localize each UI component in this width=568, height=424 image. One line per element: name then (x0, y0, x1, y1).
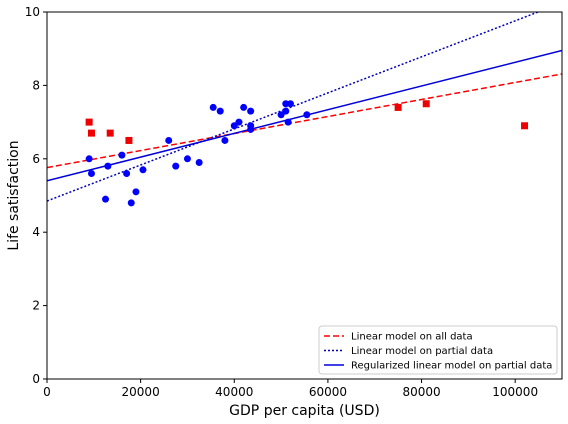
circle-point (195, 158, 203, 166)
circle-point (284, 118, 292, 126)
x-tick-label: 0 (43, 385, 51, 399)
circle-point (183, 155, 191, 163)
circle-point (221, 136, 229, 144)
circle-point (104, 162, 112, 170)
circle-point (216, 107, 224, 115)
x-tick-label: 80000 (402, 385, 440, 399)
fit-line-1 (47, 73, 562, 169)
x-tick-label: 100000 (492, 385, 538, 399)
circle-point (286, 100, 294, 108)
x-axis-ticks: 0 20000 40000 60000 80000 100000 (43, 379, 538, 399)
x-axis-label: GDP per capita (USD) (229, 403, 380, 419)
square-point (106, 129, 114, 137)
circle-point (240, 103, 248, 111)
y-tick-label: 10 (25, 5, 40, 19)
circle-point (118, 151, 126, 159)
circle-point (87, 169, 95, 177)
points-layer (85, 100, 529, 207)
circle-point (235, 118, 243, 126)
legend-entry-2: Linear model on partial data (351, 346, 493, 357)
circle-point (123, 169, 131, 177)
circle-point (172, 162, 180, 170)
square-point (87, 129, 95, 137)
legend: Linear model on all data Linear model on … (318, 325, 558, 375)
x-tick-label: 40000 (215, 385, 253, 399)
square-point (394, 103, 402, 111)
y-axis-ticks: 0 2 4 6 8 10 (25, 5, 47, 386)
y-tick-label: 8 (32, 78, 40, 92)
circle-point (127, 199, 135, 207)
circle-point (247, 107, 255, 115)
x-tick-label: 60000 (309, 385, 347, 399)
y-axis-label: Life satisfaction (6, 140, 22, 250)
x-tick-label: 20000 (122, 385, 160, 399)
legend-entry-3: Regularized linear model on partial data (351, 361, 552, 372)
y-tick-label: 2 (32, 299, 40, 313)
y-tick-label: 4 (32, 225, 40, 239)
circle-point (303, 111, 311, 119)
square-point (422, 100, 430, 108)
square-point (125, 136, 133, 144)
circle-point (139, 166, 147, 174)
circle-point (277, 111, 285, 119)
circle-point (85, 155, 93, 163)
circle-point (209, 103, 217, 111)
y-tick-label: 0 (32, 372, 40, 386)
circle-point (282, 107, 290, 115)
legend-box (318, 325, 558, 375)
square-point (85, 118, 93, 126)
circle-point (230, 122, 238, 130)
circle-point (132, 188, 140, 196)
y-tick-label: 6 (32, 152, 40, 166)
circle-point (102, 195, 110, 203)
circle-point (247, 125, 255, 133)
square-point (521, 122, 529, 130)
plot-frame (46, 11, 563, 380)
legend-entry-1: Linear model on all data (351, 332, 473, 343)
circle-point (165, 136, 173, 144)
plot-area (47, 12, 562, 379)
